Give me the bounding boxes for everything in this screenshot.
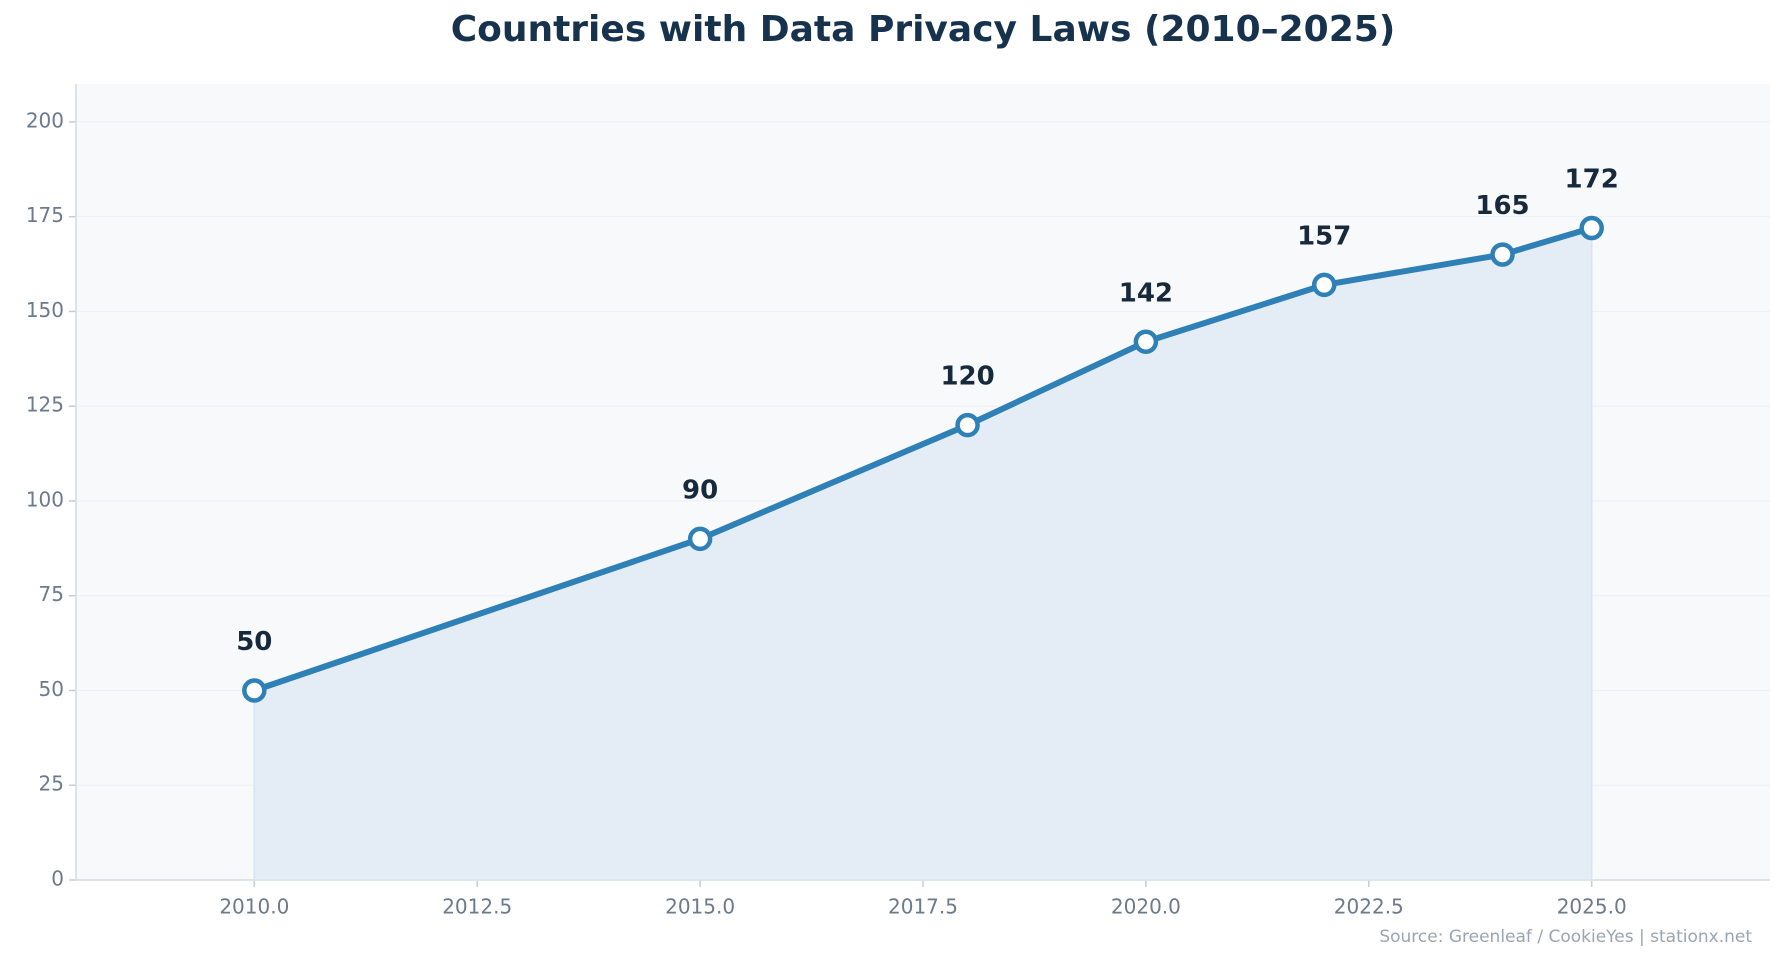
point: [1490, 242, 1515, 267]
value-label: 90: [682, 475, 718, 505]
point: [242, 678, 267, 703]
y-tick-label: 175: [26, 203, 64, 227]
x-tick-label: 2025.0: [1557, 895, 1627, 919]
value-label: 172: [1565, 165, 1619, 195]
chart-title: Countries with Data Privacy Laws (2010–2…: [451, 9, 1396, 50]
x-tick-label: 2020.0: [1111, 895, 1181, 919]
y-tick-label: 75: [39, 582, 64, 606]
x-tick-label: 2012.5: [442, 895, 512, 919]
point: [1133, 329, 1159, 355]
y-tick-label: 0: [51, 867, 64, 891]
value-label: 142: [1119, 278, 1173, 308]
point: [955, 412, 980, 438]
point: [1579, 215, 1604, 241]
x-tick-label: 2022.5: [1334, 895, 1404, 919]
source-note: Source: Greenleaf / CookieYes | stationx…: [1379, 927, 1752, 947]
value-label: 157: [1297, 221, 1351, 251]
value-label: 165: [1475, 191, 1529, 221]
y-tick-label: 200: [26, 108, 64, 132]
y-tick-label: 125: [26, 393, 64, 417]
value-label: 50: [236, 627, 272, 657]
y-tick-label: 150: [26, 298, 64, 322]
point: [687, 526, 713, 552]
x-tick-label: 2015.0: [665, 895, 735, 919]
x-tick-label: 2017.5: [888, 895, 958, 919]
value-label: 120: [940, 362, 994, 392]
x-tick-label: 2010.0: [219, 895, 289, 919]
point: [1311, 272, 1337, 298]
y-tick-label: 100: [26, 487, 64, 511]
y-tick-label: 50: [39, 677, 64, 701]
y-tick-label: 25: [39, 772, 64, 796]
